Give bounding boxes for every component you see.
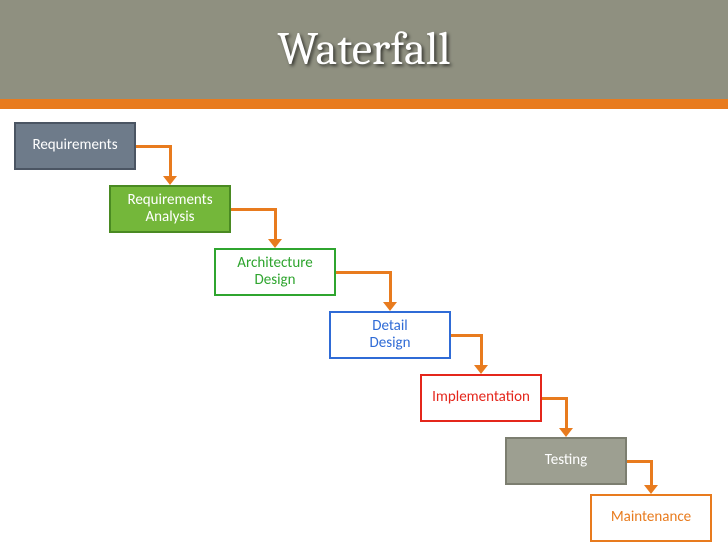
page-title: Waterfall [277,23,450,76]
node-label-line: Requirements [127,192,212,209]
node-detail: DetailDesign [329,311,451,359]
node-label-line: Architecture [237,255,312,272]
node-impl: Implementation [420,374,542,422]
node-analysis: RequirementsAnalysis [109,185,231,233]
node-label-line: Analysis [145,209,194,226]
header-accent-bar [0,99,728,109]
node-label-line: Implementation [432,389,530,406]
node-maint: Maintenance [590,494,712,542]
node-requirements: Requirements [14,122,136,170]
node-label-line: Maintenance [611,509,691,526]
node-label-line: Design [370,335,411,352]
header-band: Waterfall [0,0,728,99]
node-label-line: Requirements [32,137,117,154]
node-label-line: Detail [372,318,408,335]
node-arch: ArchitectureDesign [214,248,336,296]
node-label-line: Testing [545,452,587,469]
node-testing: Testing [505,437,627,485]
node-label-line: Design [255,272,296,289]
